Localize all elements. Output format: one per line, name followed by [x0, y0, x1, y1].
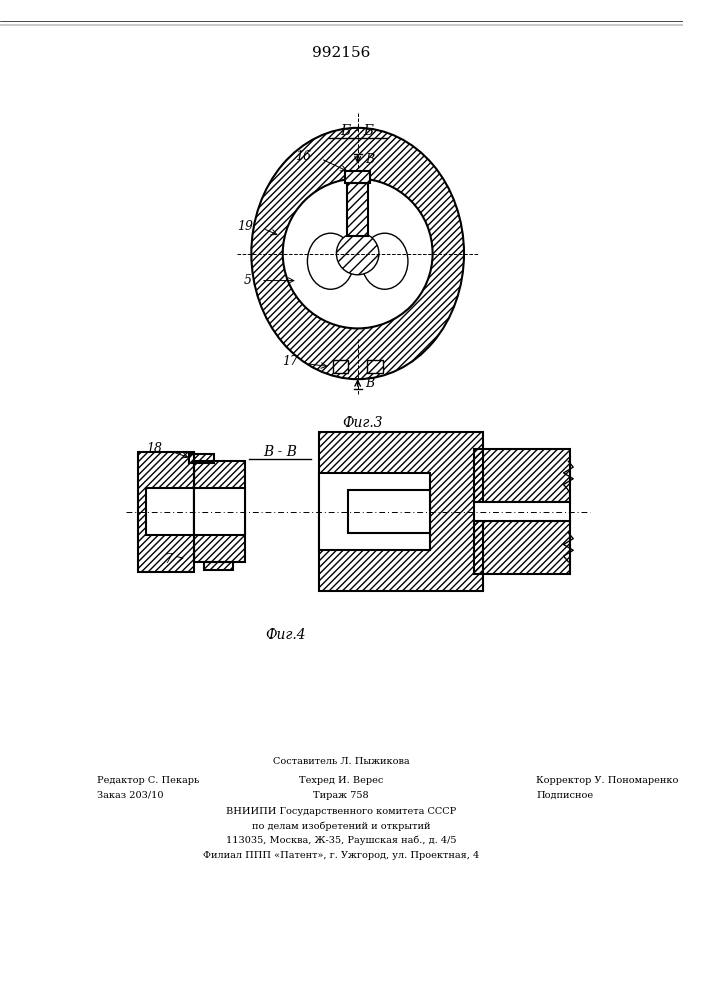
Text: Фиг.3: Фиг.3	[342, 416, 382, 430]
Text: Филиал ППП «Патент», г. Ужгород, ул. Проектная, 4: Филиал ППП «Патент», г. Ужгород, ул. Про…	[203, 851, 479, 860]
Text: по делам изобретений и открытий: по делам изобретений и открытий	[252, 821, 431, 831]
Text: 19: 19	[238, 220, 253, 233]
FancyBboxPatch shape	[347, 183, 368, 236]
FancyBboxPatch shape	[345, 171, 370, 183]
Text: Корректор У. Пономаренко: Корректор У. Пономаренко	[537, 776, 679, 785]
FancyBboxPatch shape	[146, 488, 194, 535]
Text: Б - Б: Б - Б	[341, 124, 375, 138]
Text: В: В	[366, 377, 375, 390]
Ellipse shape	[283, 179, 433, 328]
FancyBboxPatch shape	[194, 488, 245, 535]
Text: 5: 5	[243, 274, 251, 287]
FancyBboxPatch shape	[348, 490, 430, 533]
Text: 17: 17	[281, 355, 298, 368]
Ellipse shape	[251, 128, 464, 379]
FancyBboxPatch shape	[319, 473, 430, 550]
Text: Редактор С. Пекарь: Редактор С. Пекарь	[97, 776, 199, 785]
Ellipse shape	[308, 233, 354, 289]
Circle shape	[337, 232, 379, 275]
Text: ВНИИПИ Государственного комитета СССР: ВНИИПИ Государственного комитета СССР	[226, 807, 456, 816]
FancyBboxPatch shape	[332, 360, 348, 373]
Text: В - В: В - В	[263, 445, 298, 459]
Text: 16: 16	[296, 150, 311, 163]
Ellipse shape	[361, 233, 408, 289]
FancyBboxPatch shape	[368, 360, 382, 373]
Text: Фиг.4: Фиг.4	[265, 628, 305, 642]
Text: В: В	[366, 153, 375, 166]
FancyBboxPatch shape	[474, 502, 571, 521]
Text: 7: 7	[164, 553, 172, 566]
Text: Подписное: Подписное	[537, 791, 594, 800]
Text: 18: 18	[146, 442, 163, 455]
Text: Тираж 758: Тираж 758	[313, 791, 369, 800]
Text: Составитель Л. Пыжикова: Составитель Л. Пыжикова	[273, 757, 409, 766]
Text: Заказ 203/10: Заказ 203/10	[97, 791, 163, 800]
Text: 113035, Москва, Ж-35, Раушская наб., д. 4/5: 113035, Москва, Ж-35, Раушская наб., д. …	[226, 836, 457, 845]
Text: Техред И. Верес: Техред И. Верес	[299, 776, 383, 785]
Text: 992156: 992156	[312, 46, 370, 60]
